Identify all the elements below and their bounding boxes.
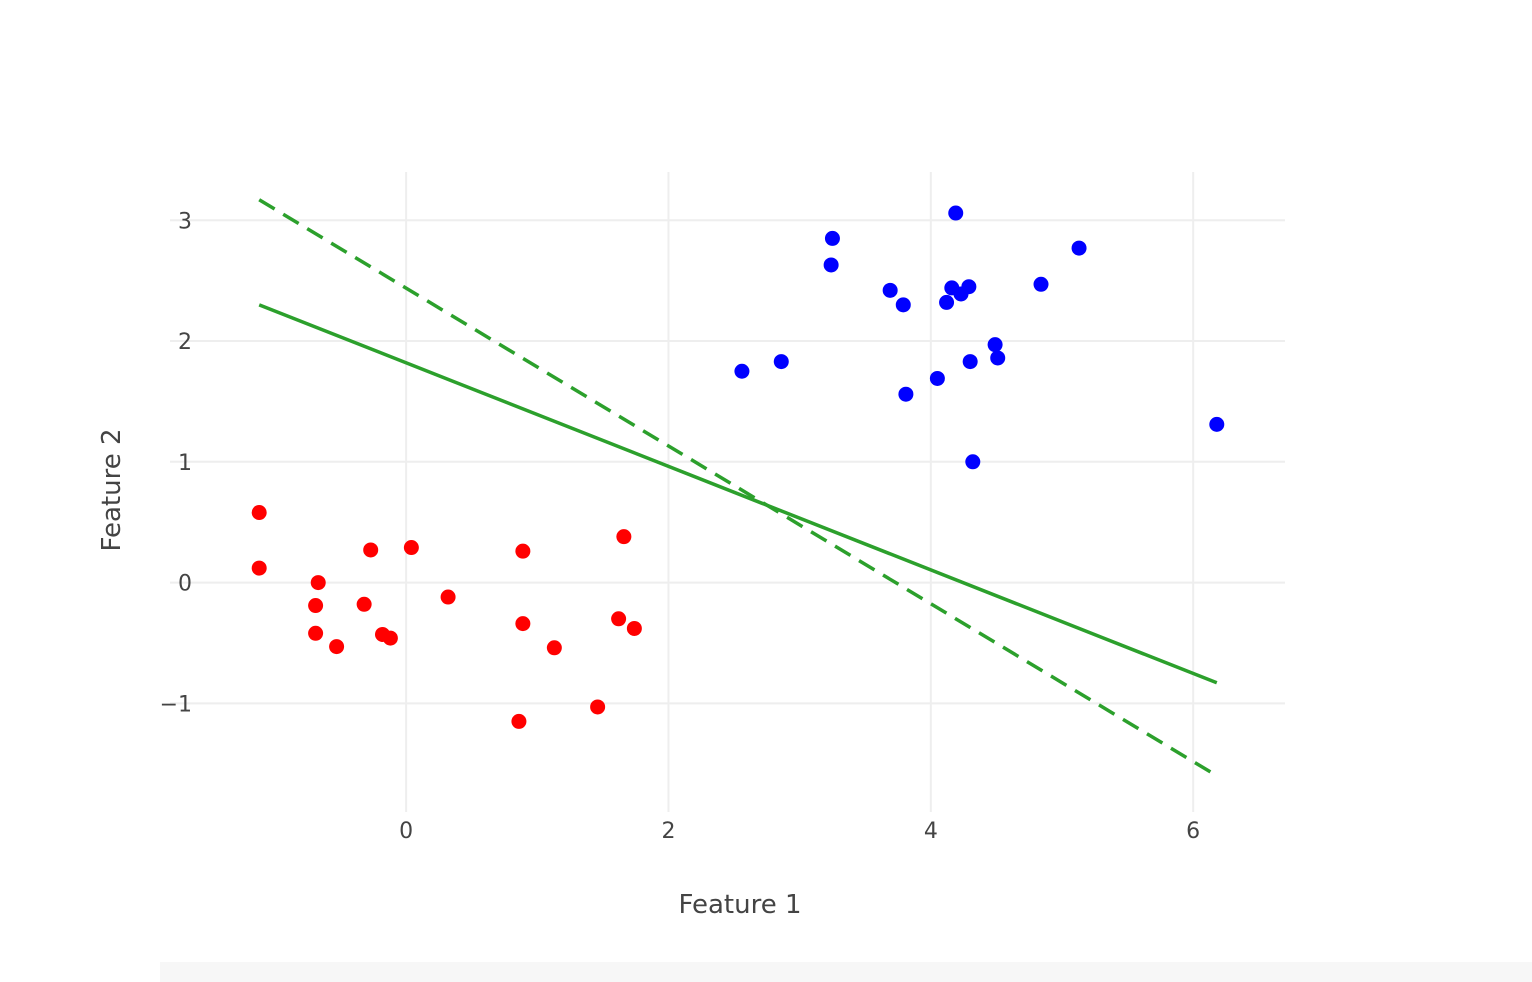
data-point — [440, 589, 456, 605]
y-axis-tick-labels: −1 0 1 2 3 — [160, 209, 192, 717]
data-point — [734, 363, 750, 379]
data-point — [987, 337, 1003, 353]
x-axis-tick-labels: 0 2 4 6 — [399, 819, 1200, 844]
data-point — [546, 640, 562, 656]
data-point — [363, 542, 379, 558]
footer-band — [160, 962, 1532, 982]
data-point — [1209, 416, 1225, 432]
red-class-markers — [251, 505, 642, 729]
data-point — [882, 282, 898, 298]
data-point — [251, 560, 267, 576]
data-point — [990, 350, 1006, 366]
data-point — [823, 257, 839, 273]
data-point — [616, 529, 632, 545]
data-point — [824, 230, 840, 246]
data-point — [898, 386, 914, 402]
data-point — [590, 699, 606, 715]
blue-class-markers — [734, 205, 1225, 470]
data-point — [403, 540, 419, 556]
data-point — [929, 370, 945, 386]
data-point — [382, 630, 398, 646]
plot-area — [251, 198, 1225, 778]
y-tick-label: 3 — [178, 209, 192, 234]
data-point — [626, 620, 642, 636]
y-tick-label: 1 — [178, 451, 192, 476]
data-point — [308, 625, 324, 641]
data-point — [329, 639, 345, 655]
data-point — [310, 575, 326, 591]
data-point — [961, 279, 977, 295]
solid-boundary-line — [258, 303, 1218, 685]
grid — [170, 172, 1285, 812]
data-point — [515, 543, 531, 559]
x-tick-label: 4 — [924, 819, 938, 844]
x-axis-title: Feature 1 — [678, 890, 801, 920]
data-point — [962, 354, 978, 370]
y-axis-title: Feature 2 — [97, 428, 127, 551]
dashed-boundary-line — [258, 198, 1218, 778]
data-point — [965, 454, 981, 470]
y-tick-label: 2 — [178, 330, 192, 355]
data-point — [356, 596, 372, 612]
data-point — [773, 354, 789, 370]
data-point — [308, 598, 324, 614]
x-tick-label: 6 — [1186, 819, 1200, 844]
data-point — [511, 713, 527, 729]
data-point — [251, 505, 267, 521]
data-point — [1033, 276, 1049, 292]
data-point — [1071, 240, 1087, 256]
y-tick-label: −1 — [160, 692, 192, 717]
data-point — [611, 611, 627, 627]
y-tick-label: 0 — [178, 572, 192, 597]
data-point — [948, 205, 964, 221]
x-tick-label: 2 — [661, 819, 675, 844]
data-point — [515, 616, 531, 632]
x-tick-label: 0 — [399, 819, 413, 844]
data-point — [939, 294, 955, 310]
data-point — [895, 297, 911, 313]
